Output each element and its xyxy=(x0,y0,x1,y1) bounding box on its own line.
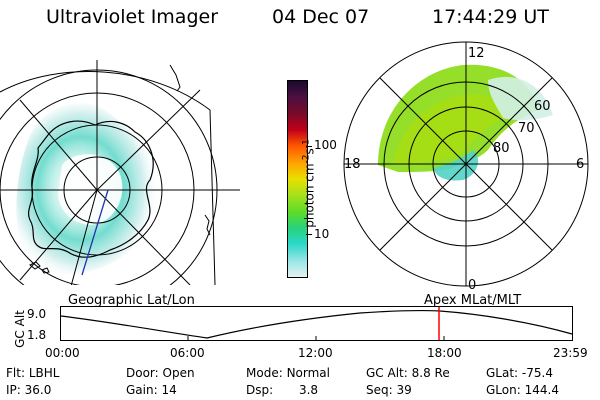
colorbar-tick-100: 100 xyxy=(314,138,337,152)
status-filter: Flt: LBHL xyxy=(6,366,60,380)
altitude-curve xyxy=(60,310,573,339)
gc-alt-axis-label: GC Alt xyxy=(13,310,27,348)
mlat-label-60: 60 xyxy=(534,99,551,114)
status-glon: GLon: 144.4 xyxy=(486,383,559,397)
alt-ytick-max: 9.0 xyxy=(27,307,47,321)
altitude-plot xyxy=(60,306,573,341)
geographic-map-panel xyxy=(0,60,240,285)
status-ip: IP: 36.0 xyxy=(6,383,52,397)
mlat-label-70: 70 xyxy=(518,121,535,136)
mlt-label-12: 12 xyxy=(468,46,485,61)
status-mode: Mode: Normal xyxy=(246,366,330,380)
colorbar xyxy=(287,80,308,278)
alt-xtick-3: 18:00 xyxy=(427,346,462,360)
alt-xtick-0: 00:00 xyxy=(45,346,80,360)
date-label: 04 Dec 07 xyxy=(272,6,370,28)
alt-ytick-min: 1.8 xyxy=(27,328,47,342)
mlt-label-18: 18 xyxy=(344,157,361,172)
status-gc-alt: GC Alt: 8.8 Re xyxy=(366,366,450,380)
mlt-label-0: 0 xyxy=(468,278,476,293)
colorbar-unit-label: photon cm-2s-1 xyxy=(301,139,317,228)
geo-meridians xyxy=(0,60,240,285)
apex-polar-panel: 12 18 6 0 60 70 80 xyxy=(343,41,589,293)
status-door: Door: Open xyxy=(126,366,195,380)
mlt-label-6: 6 xyxy=(576,157,584,172)
time-label: 17:44:29 UT xyxy=(432,6,549,28)
app-title: Ultraviolet Imager xyxy=(46,6,219,28)
mlat-label-80: 80 xyxy=(493,141,510,156)
colorbar-tick-10: 10 xyxy=(314,227,330,241)
apex-panel-label: Apex MLat/MLT xyxy=(424,293,522,308)
alt-xtick-1: 06:00 xyxy=(170,346,205,360)
status-glat: GLat: -75.4 xyxy=(486,366,553,380)
status-dsp: Dsp: 3.8 xyxy=(246,383,319,397)
status-gain: Gain: 14 xyxy=(126,383,177,397)
geographic-panel-label: Geographic Lat/Lon xyxy=(68,293,195,308)
status-seq: Seq: 39 xyxy=(366,383,412,397)
antarctica-coastline xyxy=(28,120,154,258)
alt-xtick-4: 23:59 xyxy=(553,346,588,360)
alt-xtick-2: 12:00 xyxy=(298,346,333,360)
